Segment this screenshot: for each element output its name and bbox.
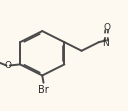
Text: Br: Br — [38, 85, 49, 95]
Text: O: O — [103, 23, 110, 32]
Text: O: O — [4, 61, 11, 70]
Text: N: N — [102, 39, 109, 48]
